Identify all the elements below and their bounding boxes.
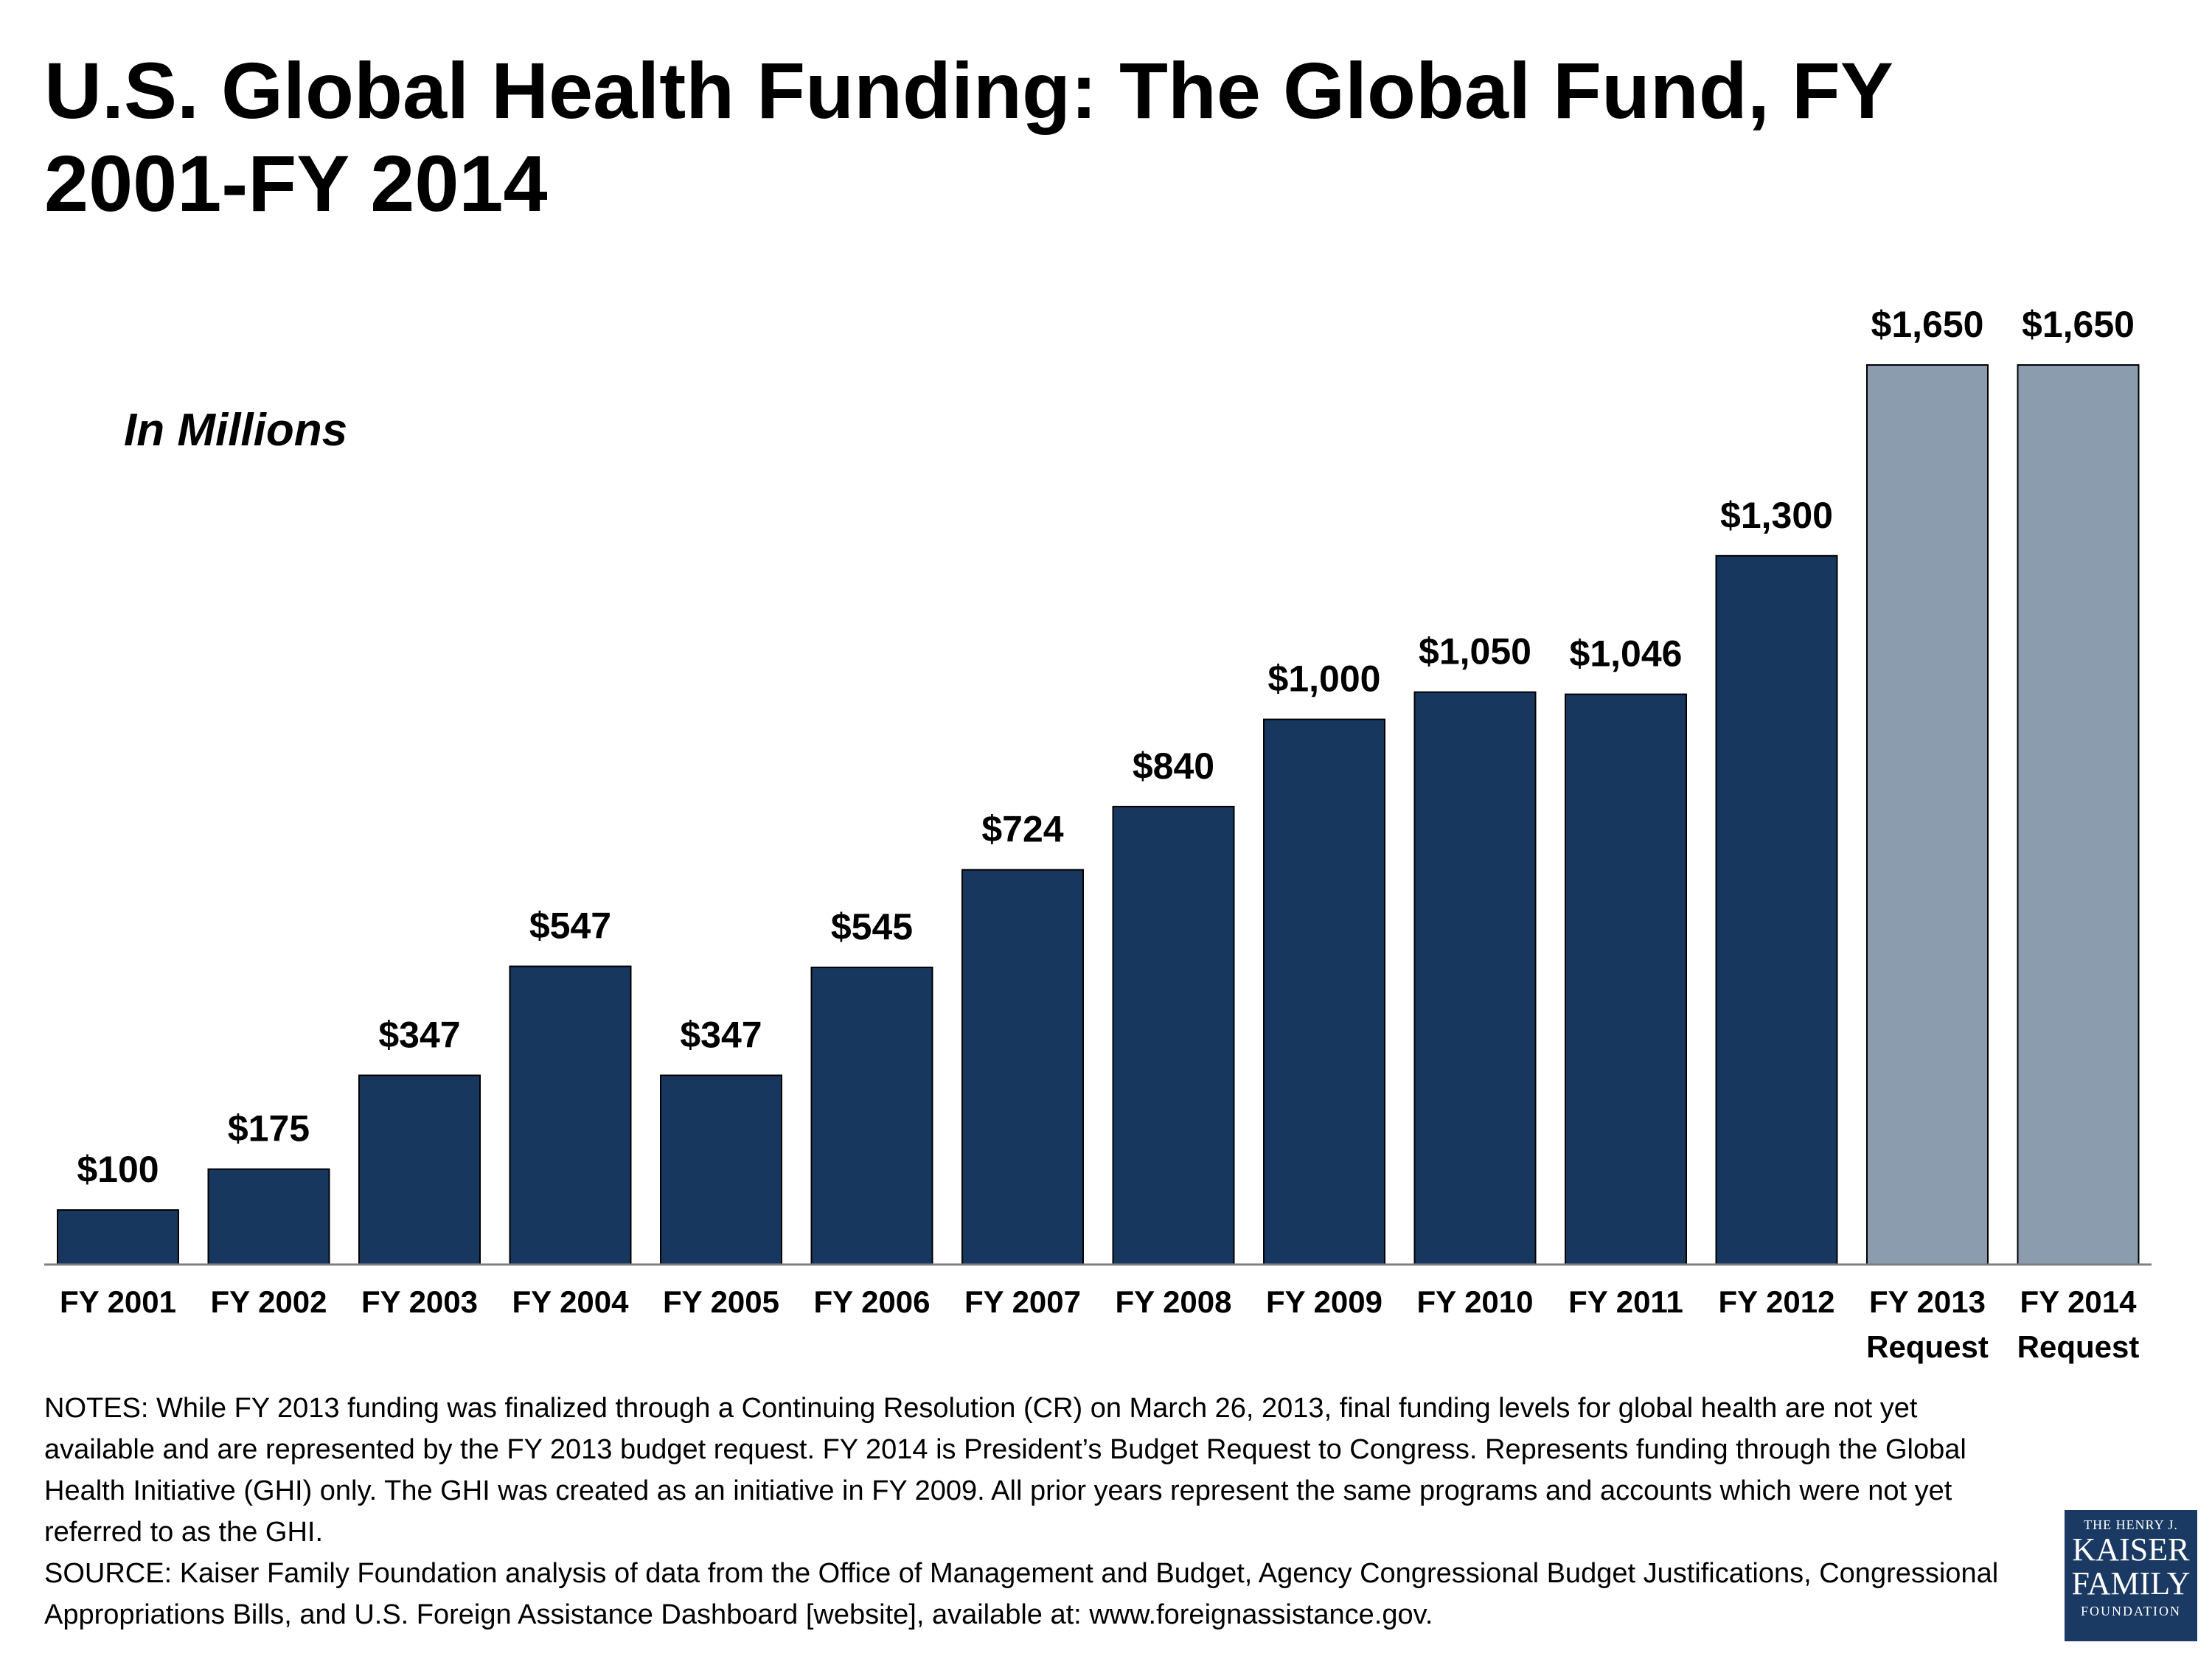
value-label: $1,650 xyxy=(2022,304,2135,345)
category-label: FY 2003 xyxy=(361,1284,478,1319)
source-text: SOURCE: Kaiser Family Foundation analysi… xyxy=(44,1558,1999,1630)
kff-logo: THE HENRY J. KAISER FAMILY FOUNDATION xyxy=(2065,1510,2197,1641)
logo-line-1: THE HENRY J. xyxy=(2084,1517,2178,1532)
value-label: $1,046 xyxy=(1570,633,1683,675)
logo-line-3: FAMILY xyxy=(2071,1565,2191,1601)
footnotes: NOTES: While FY 2013 funding was finaliz… xyxy=(44,1388,2035,1635)
value-label: $724 xyxy=(981,809,1063,850)
bar-chart: $100 FY 2001 $175 FY 2002 $347 FY 2003 $547 FY … xyxy=(44,304,2152,1364)
value-label: $347 xyxy=(378,1014,460,1055)
category-label: Request xyxy=(1866,1329,1989,1364)
category-label: FY 2014 xyxy=(2020,1284,2137,1319)
bar-fy-2011 xyxy=(1565,693,1687,1265)
value-label: $175 xyxy=(228,1108,310,1150)
bar-fy-2009 xyxy=(1263,718,1385,1265)
units-label: In Millions xyxy=(124,405,348,456)
bar-fy-2013-request xyxy=(1866,364,1989,1265)
value-label: $1,000 xyxy=(1268,658,1381,700)
bar-fy-2004 xyxy=(509,965,632,1265)
value-label: $347 xyxy=(680,1014,762,1055)
bar-fy-2007 xyxy=(961,869,1084,1266)
category-label: FY 2004 xyxy=(512,1284,629,1319)
category-label: Request xyxy=(2017,1329,2140,1364)
logo-line-4: FOUNDATION xyxy=(2081,1604,2181,1618)
bar-fy-2010 xyxy=(1413,691,1537,1265)
category-label: FY 2005 xyxy=(663,1284,779,1319)
category-label: FY 2008 xyxy=(1115,1284,1231,1319)
category-label: FY 2007 xyxy=(964,1284,1081,1319)
value-label: $1,300 xyxy=(1720,495,1833,536)
category-label: FY 2011 xyxy=(1568,1284,1683,1319)
bar-fy-2008 xyxy=(1112,805,1235,1265)
chart-title: U.S. Global Health Funding: The Global F… xyxy=(44,46,1892,228)
labels-group: $100 FY 2001 $175 FY 2002 $347 FY 2003 $547 FY … xyxy=(60,304,2139,1364)
value-label: $840 xyxy=(1133,745,1214,787)
value-label: $1,650 xyxy=(1871,304,1984,345)
value-label: $547 xyxy=(529,905,611,947)
bar-fy-2005 xyxy=(660,1074,782,1265)
category-label: FY 2012 xyxy=(1718,1284,1834,1319)
bar-fy-2003 xyxy=(358,1074,481,1265)
bar-fy-2012 xyxy=(1715,554,1838,1265)
value-label: $545 xyxy=(831,906,913,947)
logo-line-2: KAISER xyxy=(2072,1531,2190,1568)
bar-fy-2001 xyxy=(57,1209,179,1265)
category-label: FY 2010 xyxy=(1416,1284,1533,1319)
notes-text: NOTES: While FY 2013 funding was finaliz… xyxy=(44,1393,1966,1548)
category-label: FY 2009 xyxy=(1266,1284,1382,1319)
category-label: FY 2013 xyxy=(1869,1284,1986,1319)
bar-fy-2006 xyxy=(810,967,933,1265)
value-label: $100 xyxy=(77,1149,159,1190)
category-label: FY 2001 xyxy=(60,1284,176,1319)
value-label: $1,050 xyxy=(1419,631,1531,672)
category-label: FY 2006 xyxy=(813,1284,930,1319)
category-label: FY 2002 xyxy=(210,1284,327,1319)
bar-fy-2014-request xyxy=(2017,364,2140,1265)
bars-group xyxy=(57,364,2140,1266)
bar-fy-2002 xyxy=(207,1168,330,1266)
